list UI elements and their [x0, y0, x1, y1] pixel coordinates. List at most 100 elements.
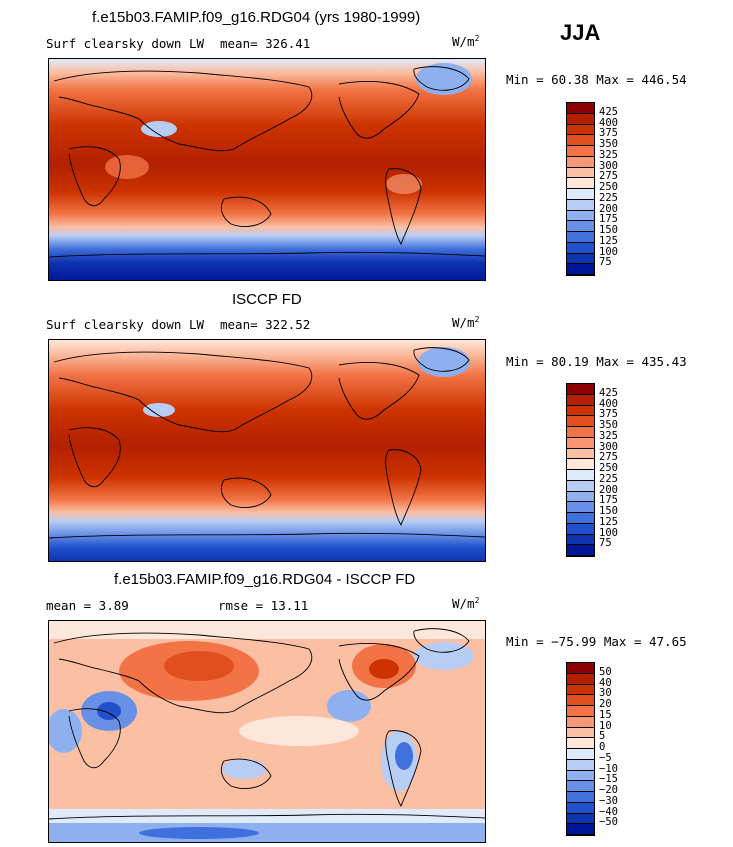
colorbar-label: 425 — [599, 105, 618, 118]
colorbar-label: 75 — [599, 256, 612, 269]
colorbar-label: 225 — [599, 472, 618, 485]
colorbar-swatch — [567, 113, 594, 125]
panel3-units: W/m2 — [452, 596, 480, 612]
colorbar-label: 300 — [599, 159, 618, 172]
panel1-units: W/m2 — [452, 34, 480, 50]
colorbar-swatch — [567, 781, 594, 792]
colorbar-label: 350 — [599, 138, 618, 150]
colorbar-label: −10 — [599, 762, 618, 775]
panel1-colorbar: 425 400 375 350 325 300 275 250 225 200 175 150 125 1… — [566, 102, 633, 276]
colorbar-swatch — [567, 384, 594, 395]
panel3-minmax: Min = −75.99 Max = 47.65 — [506, 634, 687, 649]
colorbar-label: 225 — [599, 191, 618, 204]
colorbar-swatch — [567, 135, 594, 146]
colorbar-swatch — [567, 716, 594, 728]
colorbar-swatch — [567, 534, 594, 546]
panel3-colorbar: 50 40 30 20 15 10 5 0 −5 −10 −15 −20 −30 −40 −50 — [566, 662, 633, 836]
colorbar-swatch — [567, 448, 594, 460]
colorbar-label: 100 — [599, 526, 618, 539]
colorbar-swatch — [567, 759, 594, 771]
colorbar-swatch — [567, 673, 594, 685]
colorbar-swatch — [567, 178, 594, 189]
colorbar-label: 250 — [599, 181, 618, 193]
colorbar-swatch — [567, 405, 594, 417]
colorbar-label: 400 — [599, 116, 618, 129]
colorbar-swatch — [567, 264, 594, 275]
colorbar-label: 200 — [599, 202, 618, 215]
colorbar-label: 325 — [599, 148, 618, 161]
panel3-title: f.e15b03.FAMIP.f09_g16.RDG04 - ISCCP FD — [114, 571, 416, 588]
colorbar-label: 250 — [599, 462, 618, 474]
colorbar-swatch — [567, 824, 594, 835]
colorbar-label: 275 — [599, 170, 618, 183]
panel1-variable: Surf clearsky down LW — [46, 36, 205, 51]
colorbar-label: 100 — [599, 245, 618, 258]
colorbar-label: 150 — [599, 224, 618, 236]
colorbar-swatch — [567, 253, 594, 265]
colorbar-label: 15 — [599, 708, 612, 721]
colorbar-swatch — [567, 199, 594, 211]
colorbar-label: 375 — [599, 127, 618, 140]
colorbar-swatch — [567, 210, 594, 222]
colorbar-label: 275 — [599, 451, 618, 464]
colorbar-swatch — [567, 394, 594, 406]
colorbar-swatch — [567, 480, 594, 492]
colorbar-swatch — [567, 706, 594, 717]
colorbar-label: 125 — [599, 234, 618, 247]
colorbar-label: 400 — [599, 397, 618, 410]
panel2-map — [48, 339, 486, 562]
colorbar-swatch — [567, 427, 594, 438]
panel2-variable: Surf clearsky down LW — [46, 317, 205, 332]
season-label: JJA — [560, 20, 601, 45]
panel2-colorbar: 425 400 375 350 325 300 275 250 225 200 175 150 125 1… — [566, 383, 633, 557]
colorbar-swatch — [567, 802, 594, 814]
colorbar-label: 375 — [599, 408, 618, 421]
colorbar-label: −40 — [599, 805, 618, 818]
colorbar-swatch — [567, 813, 594, 825]
colorbar-swatch — [567, 242, 594, 254]
colorbar-label: −15 — [599, 773, 618, 786]
colorbar-label: 175 — [599, 494, 618, 507]
colorbar-swatch — [567, 770, 594, 782]
colorbar-label: 20 — [599, 698, 612, 710]
colorbar-swatch — [567, 663, 594, 674]
colorbar-label: 125 — [599, 515, 618, 528]
colorbar-swatch — [567, 470, 594, 481]
colorbar-label: −5 — [599, 751, 612, 764]
colorbar-swatch — [567, 124, 594, 136]
colorbar-swatch — [567, 513, 594, 524]
colorbar-swatch — [567, 545, 594, 556]
panel2-mean: mean= 322.52 — [220, 317, 311, 332]
colorbar-swatch — [567, 749, 594, 760]
colorbar-label: 350 — [599, 419, 618, 431]
panel2-minmax: Min = 80.19 Max = 435.43 — [506, 354, 687, 369]
colorbar-label: 425 — [599, 386, 618, 399]
panel1-minmax: Min = 60.38 Max = 446.54 — [506, 72, 687, 87]
colorbar-swatch — [567, 684, 594, 696]
colorbar-swatch — [567, 156, 594, 168]
panel3-map — [48, 620, 486, 843]
colorbar-swatch — [567, 459, 594, 470]
colorbar-swatch — [567, 523, 594, 535]
panel3-rmse: rmse = 13.11 — [218, 598, 309, 613]
colorbar-swatch — [567, 502, 594, 513]
panel2-units: W/m2 — [452, 315, 480, 331]
colorbar-swatch — [567, 491, 594, 503]
colorbar-label: −30 — [599, 794, 618, 807]
colorbar-swatch — [567, 146, 594, 157]
colorbar-label: 50 — [599, 665, 612, 678]
panel1-title: f.e15b03.FAMIP.f09_g16.RDG04 (yrs 1980-1… — [92, 9, 421, 26]
colorbar-label: 300 — [599, 440, 618, 453]
colorbar-label: −50 — [599, 816, 618, 829]
colorbar-label: 200 — [599, 483, 618, 496]
colorbar-swatch — [567, 695, 594, 706]
colorbar-swatch — [567, 103, 594, 114]
colorbar-swatch — [567, 792, 594, 803]
colorbar-swatch — [567, 727, 594, 739]
panel1-mean: mean= 326.41 — [220, 36, 311, 51]
colorbar-swatch — [567, 416, 594, 427]
colorbar-label: −20 — [599, 784, 618, 796]
colorbar-label: 325 — [599, 429, 618, 442]
panel1-map — [48, 58, 486, 281]
panel3-mean: mean = 3.89 — [46, 598, 129, 613]
